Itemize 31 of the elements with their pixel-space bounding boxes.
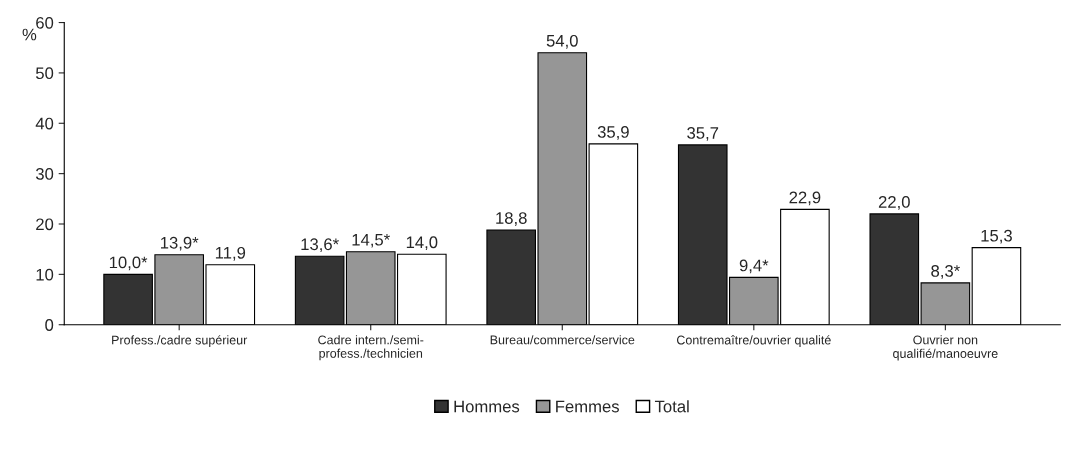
x-tick-label: Contremaître/ouvrier qualité [676,335,831,347]
legend-label: Hommes [454,400,520,413]
y-tick-label: 50 [35,67,54,80]
y-axis-title: % [22,28,37,41]
x-tick-label: Bureau/commerce/service [490,335,635,345]
data-label: 22,9 [789,191,821,206]
y-tick-label: 60 [36,16,54,29]
data-label: 18,8 [496,212,527,226]
y-tick-label: 40 [35,117,54,130]
data-label: 10,0* [109,256,148,271]
y-tick-label: 10 [36,268,54,281]
y-tick-label: 0 [45,319,54,331]
y-tick-label: 20 [36,218,54,231]
y-tick-label: 30 [35,168,54,180]
data-label: 14,0 [406,236,438,251]
data-label: 13,9* [161,236,199,251]
data-label: 22,0 [878,196,910,210]
legend-label: Femmes [556,400,619,413]
data-label: 35,9 [597,126,629,140]
data-label: 35,7 [687,127,719,141]
x-tick-label: Profess./cadre supérieur [112,335,248,347]
data-label: 13,6* [301,238,339,253]
data-label: 8,3* [931,265,960,279]
x-tick-label: Ouvrier non qualifié/manoeuvre [893,335,998,361]
data-label: 14,5* [352,233,390,248]
data-label: 11,9 [215,246,246,261]
legend-label: Total [654,400,689,413]
data-label: 54,0 [546,34,578,49]
data-label: 9,4* [739,259,769,274]
x-tick-label: Cadre intern./semi- profess./technicien [318,335,424,361]
data-label: 15,3 [981,229,1012,244]
